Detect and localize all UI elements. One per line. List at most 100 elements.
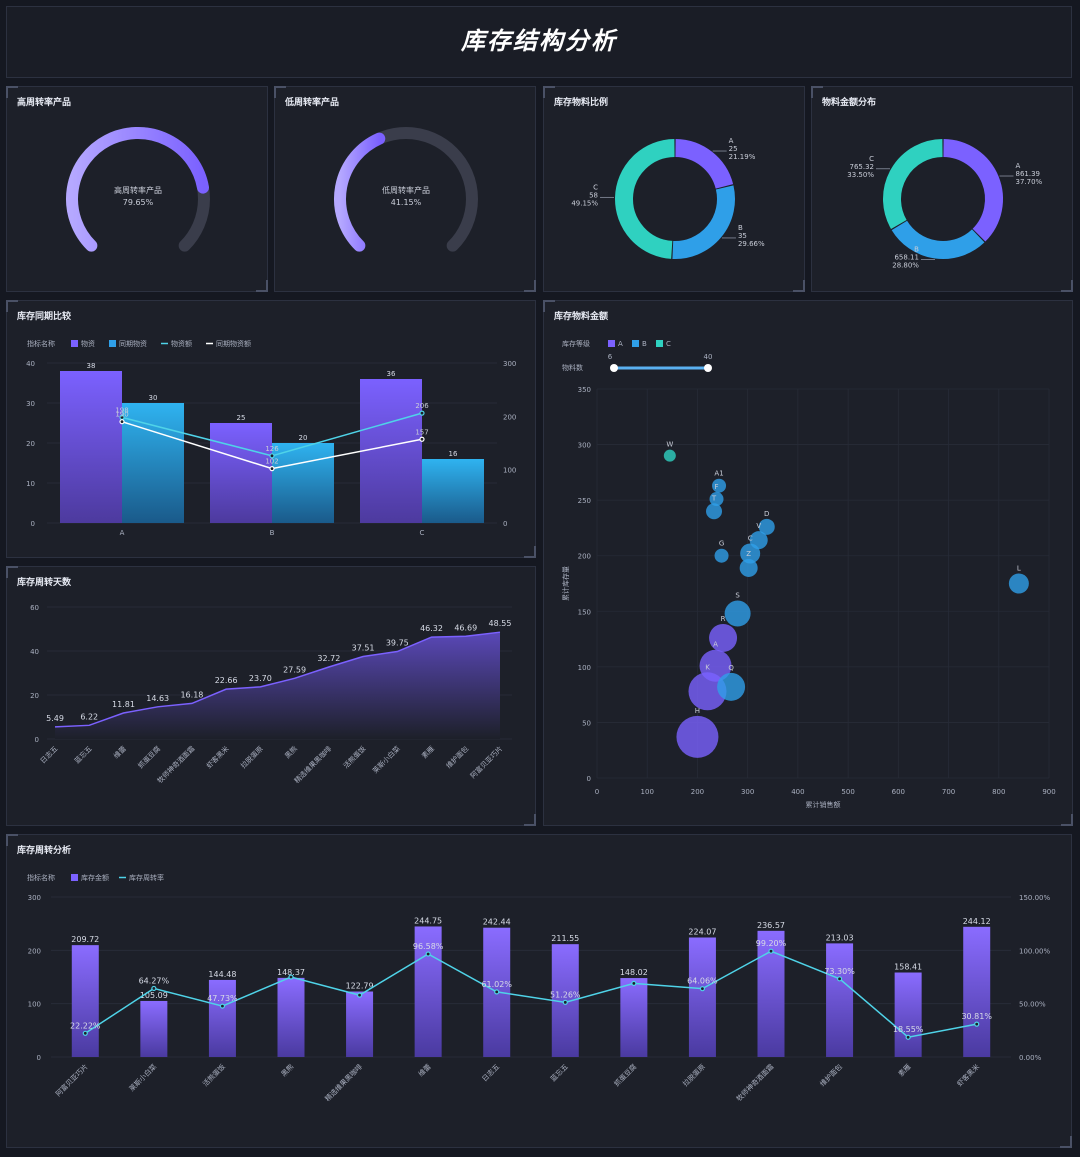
bar-amount xyxy=(620,978,648,1057)
x-tick-label: 900 xyxy=(1042,788,1055,796)
x-tick-label: 700 xyxy=(942,788,955,796)
donut-label-pct: 37.70% xyxy=(1016,178,1043,186)
bar-amount xyxy=(688,937,716,1057)
bubble-label: Z xyxy=(746,550,751,558)
bar-label: 122.79 xyxy=(346,982,374,991)
bar-previous xyxy=(272,443,334,523)
bubble-label: F xyxy=(715,483,719,491)
slider-label: 物料数 xyxy=(562,363,583,372)
point-label: 46.32 xyxy=(420,624,443,633)
bar-label: 236.57 xyxy=(757,921,785,930)
line-point xyxy=(119,419,125,425)
line-point xyxy=(288,974,294,980)
gauge-label: 高周转率产品 xyxy=(114,185,162,195)
y-tick-label: 0 xyxy=(587,775,591,783)
bar-label: 148.37 xyxy=(277,968,305,977)
legend-label: A xyxy=(618,340,623,348)
y2-tick-label: 100.00% xyxy=(1019,947,1050,955)
legend-title: 库存等级 xyxy=(562,339,590,348)
line-point xyxy=(631,980,637,986)
line-label: 64.27% xyxy=(139,976,170,985)
point-label: 37.51 xyxy=(352,643,375,652)
y-tick-label: 350 xyxy=(578,386,591,394)
dashboard-header: 库存结构分析 xyxy=(6,6,1072,78)
x-tick-label: 精选维果黑咖啡 xyxy=(323,1062,364,1103)
y-tick-label: 60 xyxy=(30,604,39,612)
line-label: 157 xyxy=(415,428,428,436)
bar-label: 209.72 xyxy=(71,935,99,944)
donut-label-name: A xyxy=(1016,162,1021,170)
x-tick-label: 阿富贝亚巧片 xyxy=(468,744,504,780)
x-tick-label: 素雁 xyxy=(896,1062,912,1078)
y2-tick-label: 0 xyxy=(503,520,507,528)
legend-swatch xyxy=(632,340,639,347)
donut-slice-A xyxy=(943,139,1003,242)
x-tick-label: A xyxy=(120,529,125,537)
bubble-D xyxy=(758,518,775,535)
donut-panel-count: 库存物料比例 A 25 21.19% B 35 29.66% C 58 49.15% xyxy=(543,86,805,292)
x-tick-label: 0 xyxy=(595,788,599,796)
x-tick-label: 800 xyxy=(992,788,1005,796)
bar-label: 211.55 xyxy=(551,934,579,943)
donut-label-name: B xyxy=(914,245,919,253)
bar-label: 244.75 xyxy=(414,916,442,925)
bar-amount xyxy=(277,977,305,1057)
panel-title: 库存物料比例 xyxy=(554,98,609,108)
x-tick-label: 抓蛋豆腐 xyxy=(136,744,162,770)
bubble-label: C xyxy=(748,534,753,542)
panel-title: 库存同期比较 xyxy=(17,312,72,322)
gauge-value: 41.15% xyxy=(391,198,422,207)
line-label: 126 xyxy=(265,445,279,453)
line-label: 47.73% xyxy=(207,994,238,1003)
line-label: 96.58% xyxy=(413,942,444,951)
y-tick-label: 0 xyxy=(31,520,35,528)
bubble-W xyxy=(663,449,676,462)
bubble-Z xyxy=(739,558,758,577)
gauge-value-arc xyxy=(66,127,210,252)
bar-label: 36 xyxy=(387,370,396,378)
donut-label-pct: 28.80% xyxy=(892,261,919,269)
line-point xyxy=(974,1021,980,1027)
panel-title: 库存物料金额 xyxy=(554,312,609,322)
x-tick-label: 500 xyxy=(841,788,854,796)
x-tick-label: 蓝忘五 xyxy=(72,744,93,765)
y2-tick-label: 50.00% xyxy=(1019,1001,1046,1009)
bar-amount xyxy=(346,991,374,1057)
line-label: 22.22% xyxy=(70,1021,101,1030)
y-axis-label: 累计库存量 xyxy=(561,566,570,601)
x-tick-label: 素雁 xyxy=(420,744,436,760)
point-label: 39.75 xyxy=(386,639,409,648)
line-label: 198 xyxy=(115,406,128,414)
bubble-label: L xyxy=(1017,565,1021,573)
bubble-G xyxy=(714,548,729,563)
y-tick-label: 150 xyxy=(578,608,591,616)
line-point xyxy=(768,948,774,954)
line-point xyxy=(562,999,568,1005)
gauge-value: 79.65% xyxy=(123,198,154,207)
y-tick-label: 40 xyxy=(30,648,39,656)
donut-label-value: 58 xyxy=(589,191,598,199)
bar-label: 213.03 xyxy=(826,933,854,942)
x-tick-label: 600 xyxy=(892,788,905,796)
x-tick-label: 阿富贝亚巧片 xyxy=(54,1062,90,1098)
point-label: 27.59 xyxy=(283,665,306,674)
slider-min: 6 xyxy=(608,353,613,361)
point-label: 23.70 xyxy=(249,674,272,683)
x-tick-label: 维护面包 xyxy=(444,744,470,770)
line-point xyxy=(419,436,425,442)
legend-label: 物资 xyxy=(81,339,95,348)
y-tick-label: 40 xyxy=(26,360,35,368)
y2-tick-label: 150.00% xyxy=(1019,894,1050,902)
y-tick-label: 20 xyxy=(26,440,35,448)
gauge-value-arc xyxy=(334,132,386,252)
line-label: 30.81% xyxy=(961,1012,992,1021)
x-tick-label: 100 xyxy=(641,788,654,796)
slider-handle-min xyxy=(610,364,618,372)
bubble-label: K xyxy=(705,663,710,671)
x-tick-label: 维蕾 xyxy=(416,1062,432,1078)
y-tick-label: 50 xyxy=(582,719,591,727)
x-axis-label: 累计销售额 xyxy=(806,800,841,809)
bar-amount xyxy=(140,1000,168,1057)
